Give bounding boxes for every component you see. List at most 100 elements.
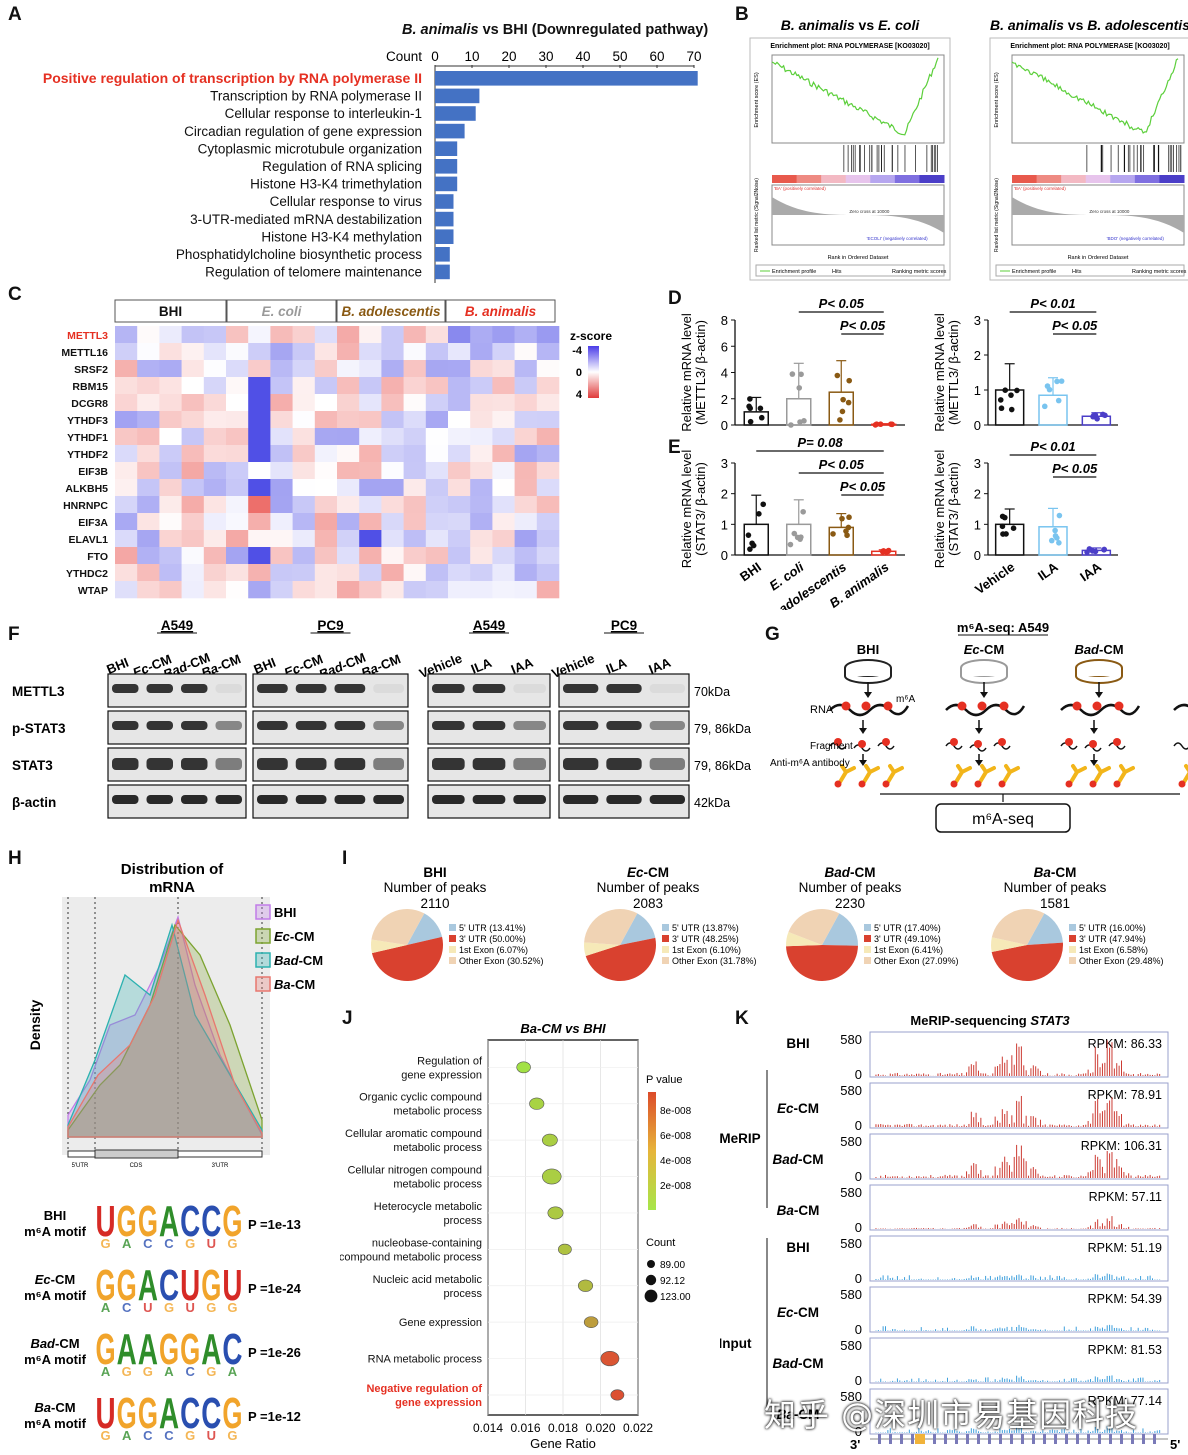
y-tick-label: 4 bbox=[721, 366, 728, 381]
heatmap-cell bbox=[248, 326, 271, 344]
heatmap-cell bbox=[448, 530, 471, 548]
x-tick-label: 0.020 bbox=[585, 1421, 615, 1435]
right-end-label: 5' bbox=[1170, 1437, 1180, 1452]
exon-box bbox=[966, 1434, 969, 1444]
rpkm-value: RPKM: 86.33 bbox=[1088, 1037, 1162, 1051]
motif-minor-letter: G bbox=[227, 1428, 237, 1443]
exon-box bbox=[977, 1434, 980, 1444]
replicate-point bbox=[760, 501, 767, 508]
replicate-point bbox=[888, 421, 894, 427]
heatmap-cell bbox=[425, 547, 449, 565]
e-right-ylabel-unit: (STAT3/ β-actin) bbox=[946, 462, 961, 556]
m6a-site-icon bbox=[1178, 780, 1186, 788]
heatmap-cell bbox=[159, 581, 182, 599]
pathway-bar bbox=[435, 88, 480, 104]
track-group-label: Bad-CM bbox=[772, 1152, 823, 1167]
pie-legend-label: 1st Exon (6.07%) bbox=[459, 945, 528, 955]
heatmap-cell bbox=[137, 581, 160, 599]
pie-slice bbox=[786, 945, 858, 981]
heatmap-cell bbox=[425, 326, 449, 344]
go-term-label-2: compound metabolic process bbox=[340, 1251, 482, 1263]
heatmap-cell bbox=[448, 360, 471, 378]
heatmap-gene-label: YTHDF3 bbox=[67, 415, 108, 427]
heatmap-cell bbox=[292, 360, 316, 378]
zero-cross-label: Zero cross at 10000 bbox=[849, 209, 890, 214]
protein-band bbox=[373, 721, 404, 730]
significance-label: P= 0.08 bbox=[797, 435, 843, 450]
protein-band bbox=[373, 758, 404, 770]
replicate-point bbox=[1048, 537, 1055, 544]
heatmap-cell bbox=[536, 377, 560, 395]
m6a-seq-box bbox=[935, 803, 1071, 833]
pie-legend-label: Other Exon (29.48%) bbox=[1079, 956, 1164, 966]
dish-body bbox=[961, 668, 1007, 676]
panel-d-e: 0 2 4 6 8 Relative mRNA level (METTL3/ β-actin… bbox=[670, 290, 1188, 610]
heatmap-cell bbox=[425, 394, 449, 412]
y-tick-label: 3 bbox=[974, 456, 981, 471]
protein-band bbox=[334, 758, 366, 770]
pathway-label: Regulation of RNA splicing bbox=[262, 159, 422, 174]
motif-letter: U bbox=[180, 1261, 200, 1310]
heatmap-cell bbox=[337, 445, 360, 463]
arrow-head bbox=[980, 692, 988, 698]
replicate-point bbox=[747, 418, 754, 425]
workflow-group-label: Ec-CM bbox=[964, 642, 1004, 657]
heatmap-cell bbox=[159, 547, 182, 565]
pie-legend-label: 5' UTR (16.00%) bbox=[1079, 923, 1146, 933]
pie-legend-label: Other Exon (30.52%) bbox=[459, 956, 544, 966]
pie-legend-label: 1st Exon (6.10%) bbox=[672, 945, 741, 955]
count-legend-dot bbox=[645, 1274, 657, 1286]
go-term-label: Gene expression bbox=[399, 1317, 482, 1329]
protein-band bbox=[649, 758, 685, 770]
replicate-point bbox=[1090, 413, 1097, 419]
replicate-point bbox=[1101, 546, 1108, 553]
pvalue-color-bar bbox=[648, 1092, 656, 1210]
track-ymax: 580 bbox=[840, 1185, 862, 1200]
m6a-seq-title: m⁶A-seq: A549 bbox=[957, 620, 1049, 635]
rank-color-bar bbox=[1061, 175, 1087, 183]
pathway-label: 3-UTR-mediated mRNA destabilization bbox=[190, 212, 422, 227]
antibody-step-label: Anti-m⁶A antibody bbox=[770, 758, 850, 769]
heatmap-cell bbox=[292, 343, 316, 361]
motif-minor-letter: G bbox=[101, 1236, 111, 1251]
m6a-site-icon bbox=[1113, 738, 1121, 746]
replicate-point bbox=[1054, 535, 1060, 541]
heatmap-cell bbox=[314, 462, 338, 480]
heatmap-cell bbox=[159, 479, 182, 497]
replicate-point bbox=[747, 546, 753, 552]
heatmap-cell bbox=[381, 445, 404, 463]
heatmap-cell bbox=[381, 394, 404, 412]
heatmap-cell bbox=[514, 377, 538, 395]
kda-label: 42kDa bbox=[694, 796, 730, 810]
heatmap-cell bbox=[181, 564, 205, 582]
heatmap-cell bbox=[314, 564, 338, 582]
heatmap-cell bbox=[337, 581, 360, 599]
motif-letter: C bbox=[159, 1261, 179, 1310]
replicate-point bbox=[788, 422, 794, 428]
pie-slice bbox=[584, 942, 620, 956]
pie-legend-swatch bbox=[1069, 946, 1076, 953]
y-tick-label: 3 bbox=[974, 313, 981, 328]
m6a-site-icon bbox=[841, 701, 851, 711]
protein-band bbox=[472, 758, 506, 770]
heatmap-cell bbox=[159, 564, 182, 582]
motif-letter: G bbox=[180, 1325, 200, 1374]
pie-legend-swatch bbox=[1069, 935, 1076, 942]
replicate-point bbox=[750, 542, 757, 549]
exon-box bbox=[1120, 1434, 1123, 1444]
protein-band bbox=[513, 684, 546, 693]
pie-slice bbox=[620, 913, 656, 945]
replicate-point bbox=[745, 532, 752, 538]
panel-a-title-rest: vs BHI (Downregulated pathway) bbox=[478, 22, 709, 38]
significance-label: P< 0.05 bbox=[819, 296, 865, 311]
go-enrichment-dotplot: Ba-CM vs BHI 0.014 0.016 0.018 0.020 0.022 Gen… bbox=[340, 1021, 692, 1451]
gsea-legend-item: Ranking metric scores bbox=[892, 269, 947, 275]
pie-legend-label: 5' UTR (13.41%) bbox=[459, 923, 526, 933]
motif-minor-letter: G bbox=[101, 1428, 111, 1443]
panel-label-e: E bbox=[668, 437, 681, 458]
heatmap-cell bbox=[137, 394, 160, 412]
heatmap-gene-label: SRSF2 bbox=[74, 364, 108, 376]
gsea-frame bbox=[749, 37, 951, 281]
heatmap-cell bbox=[470, 530, 493, 548]
